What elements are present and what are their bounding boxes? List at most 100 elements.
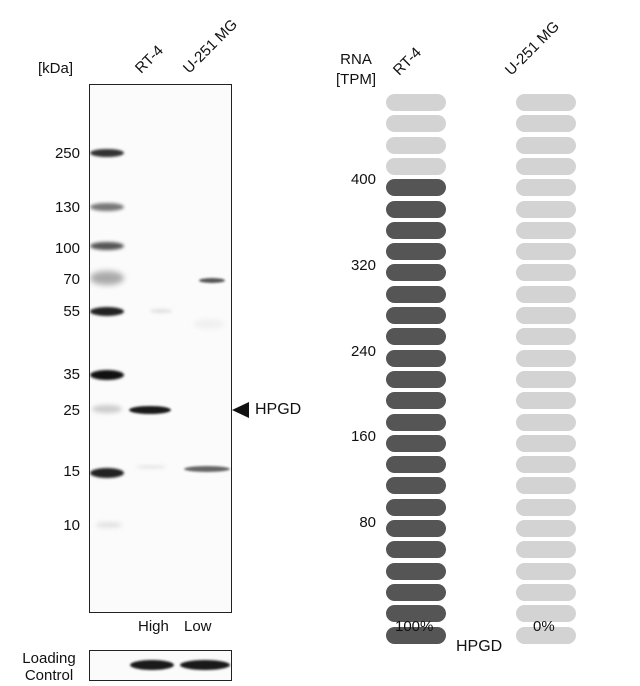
tpm-tick-160: 160: [350, 428, 376, 445]
rt4-faint-band: [150, 309, 172, 313]
tpm-tick-240: 240: [350, 343, 376, 360]
rna-segment: [516, 221, 576, 239]
western-blot-image: [89, 84, 232, 613]
target-protein-label: HPGD: [255, 401, 302, 418]
rna-segment: [386, 285, 446, 303]
rna-segment: [386, 541, 446, 559]
rna-segment: [386, 264, 446, 282]
target-arrow-icon: [232, 402, 249, 418]
rna-segment: [516, 477, 576, 495]
rna-segment: [386, 157, 446, 175]
rna-segment: [386, 94, 446, 111]
mw-marker-10: 10: [63, 517, 80, 534]
rna-segment: [386, 434, 446, 452]
loading-control-label: Loading Control: [18, 650, 80, 684]
loading-control-label-line1: Loading: [22, 650, 76, 667]
rt4-faint-band: [136, 465, 166, 469]
mw-marker-70: 70: [63, 271, 80, 288]
expression-label-high: High: [138, 618, 169, 635]
ladder-band: [90, 203, 124, 211]
rna-segment: [516, 157, 576, 175]
mw-marker-100: 100: [54, 240, 80, 257]
rna-segment: [516, 456, 576, 474]
rna-percent-rt4: 100%: [395, 618, 434, 635]
rna-header-line2: [TPM]: [336, 71, 376, 88]
rna-segment: [516, 520, 576, 537]
ladder-band: [90, 307, 124, 316]
rna-segment: [516, 370, 576, 388]
rna-segment: [386, 626, 446, 644]
rna-segment: [516, 179, 576, 197]
rna-column-u251mg: [516, 94, 576, 644]
rna-segment: [516, 264, 576, 282]
rna-segment: [386, 349, 446, 367]
rna-segment: [516, 328, 576, 346]
ladder-band: [90, 149, 124, 157]
rna-segment: [386, 307, 446, 324]
rna-segment: [516, 115, 576, 133]
rna-header: RNA [TPM]: [330, 50, 382, 90]
mw-marker-130: 130: [54, 199, 80, 216]
rna-segment: [386, 370, 446, 388]
mw-marker-25: 25: [63, 402, 80, 419]
u251mg-70kda-band: [199, 278, 225, 283]
loading-control-band-rt4: [130, 660, 174, 670]
rna-segment: [516, 605, 576, 623]
rna-segment: [516, 626, 576, 644]
rna-segment: [516, 498, 576, 516]
ladder-band: [90, 242, 124, 250]
blot-lane-label-rt4: RT-4: [131, 42, 167, 77]
rna-column-label-u251mg: U-251 MG: [501, 18, 563, 79]
rna-percent-u251mg: 0%: [533, 618, 555, 635]
rna-gene-label: HPGD: [456, 638, 503, 655]
loading-control-blot: [89, 650, 232, 681]
ladder-band: [92, 405, 122, 413]
mw-marker-15: 15: [63, 463, 80, 480]
rna-segment: [516, 307, 576, 324]
rna-segment: [516, 413, 576, 431]
rna-segment: [386, 456, 446, 474]
rna-segment: [386, 179, 446, 197]
rna-segment: [386, 562, 446, 580]
rna-segment: [516, 434, 576, 452]
rna-segment: [386, 498, 446, 516]
rna-segment: [386, 136, 446, 154]
rna-header-line1: RNA: [340, 51, 372, 68]
rna-column-rt4: [386, 94, 446, 644]
tpm-tick-400: 400: [350, 171, 376, 188]
ladder-band: [90, 271, 124, 285]
rna-segment: [386, 477, 446, 495]
rna-segment: [386, 200, 446, 218]
rna-segment: [516, 349, 576, 367]
expression-label-low: Low: [184, 618, 212, 635]
ladder-band: [90, 370, 124, 380]
tpm-tick-320: 320: [350, 257, 376, 274]
loading-control-band-u251mg: [180, 660, 230, 670]
rna-segment: [386, 520, 446, 537]
rna-segment: [386, 243, 446, 261]
rna-column-label-rt4: RT-4: [389, 44, 425, 79]
rna-segment: [386, 392, 446, 410]
rna-segment: [386, 221, 446, 239]
rna-segment: [386, 413, 446, 431]
mw-marker-55: 55: [63, 303, 80, 320]
mw-marker-35: 35: [63, 366, 80, 383]
tpm-tick-80: 80: [359, 514, 376, 531]
rna-segment: [386, 605, 446, 623]
rna-segment: [516, 583, 576, 601]
ladder-band: [90, 468, 124, 478]
rna-segment: [386, 328, 446, 346]
u251mg-15kda-band: [184, 466, 230, 472]
rna-segment: [516, 285, 576, 303]
rna-segment: [516, 541, 576, 559]
u251mg-faint-band: [194, 319, 224, 329]
rna-segment: [516, 94, 576, 111]
kda-unit-label: [kDa]: [38, 60, 74, 77]
blot-lane-label-u251mg: U-251 MG: [179, 16, 241, 77]
rna-segment: [386, 583, 446, 601]
rna-segment: [516, 243, 576, 261]
mw-marker-250: 250: [54, 145, 80, 162]
rt4-hpgd-band: [129, 406, 171, 414]
rna-segment: [516, 562, 576, 580]
ladder-band: [96, 522, 122, 528]
